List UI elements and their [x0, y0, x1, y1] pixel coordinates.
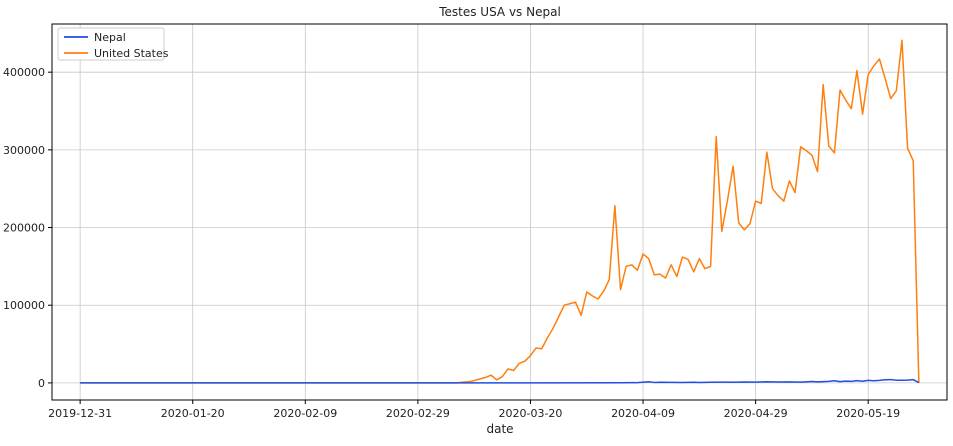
grid-layer [52, 24, 947, 400]
y-tick-label: 0 [38, 377, 45, 390]
y-tick-label: 200000 [3, 222, 45, 235]
legend-box [57, 27, 165, 61]
series-line-nepal [80, 378, 920, 384]
tick-layer: 2019-12-31 2020-01-20 2020-02-09 2020-02-29… [3, 66, 900, 420]
legend-label: United States [94, 47, 169, 60]
series-line-united-states [80, 39, 920, 384]
x-axis-label: date [486, 422, 513, 436]
x-tick-label: 2020-02-09 [273, 407, 337, 420]
y-tick-label: 400000 [3, 66, 45, 79]
x-tick-label: 2020-03-20 [498, 407, 562, 420]
x-tick-label: 2020-05-19 [836, 407, 900, 420]
plot-frame [51, 23, 948, 401]
x-tick-label: 2019-12-31 [48, 407, 112, 420]
x-tick-label: 2020-04-09 [611, 407, 675, 420]
legend: Nepal United States [57, 27, 169, 61]
y-tick-label: 300000 [3, 144, 45, 157]
x-tick-label: 2020-04-29 [724, 407, 788, 420]
y-tick-label: 100000 [3, 299, 45, 312]
x-tick-label: 2020-01-20 [161, 407, 225, 420]
legend-label: Nepal [94, 31, 126, 44]
chart-title: Testes USA vs Nepal [438, 5, 561, 19]
series-layer [80, 39, 920, 384]
x-tick-label: 2020-02-29 [386, 407, 450, 420]
